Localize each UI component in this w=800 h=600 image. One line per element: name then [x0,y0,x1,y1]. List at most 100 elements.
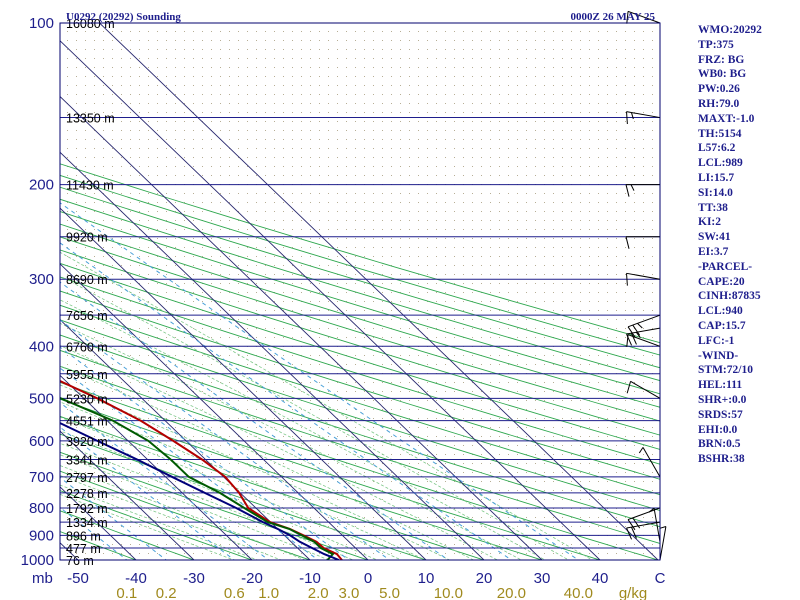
height-label: 4551 m [66,415,108,429]
index-item: SRDS:57 [698,408,743,421]
dry-adiabat [60,415,486,560]
isotherm [99,23,659,560]
index-item: PW:0.26 [698,83,740,96]
height-label: 8690 m [66,273,108,287]
dry-adiabat [60,262,660,450]
dry-adiabat [60,451,370,560]
index-item: SI:14.0 [698,186,733,199]
index-item: CAP:15.7 [698,319,746,332]
wind-barb-flag [626,273,628,286]
height-label: 11430 m [66,179,114,193]
mixing-ratio-tick-label: 10.0 [434,585,463,600]
index-item: TP:375 [698,38,734,51]
moist-adiabat [60,365,475,560]
sounding-station-title: U0292 (20292) Sounding [66,11,181,23]
mixing-ratio-line [60,367,320,560]
wind-barb-shaft [659,526,667,561]
isotherm [60,40,601,560]
wind-barb-flag [632,517,641,529]
pressure-tick-label: 300 [29,271,54,288]
pressure-tick-label: 700 [29,469,54,486]
dry-adiabat [60,349,660,544]
index-item: -WIND- [698,349,739,362]
wind-barb-flag [626,333,633,346]
index-item: FRZ: BG [698,53,745,66]
moist-adiabat [60,416,403,560]
wind-barb [626,111,661,125]
pressure-tick-label: 200 [29,177,54,194]
wind-barb-half-flag [630,184,635,191]
isotherm [60,263,369,560]
mixing-ratio-line [60,242,513,560]
wind-barb-flag [626,527,633,540]
index-item: CAPE:20 [698,275,745,288]
wind-barb-half-flag [648,507,655,513]
moist-adiabat [60,454,331,560]
index-item: LCL:940 [698,305,743,318]
stability-indices-panel: WMO:20292 TP:375 FRZ: BG WB0: BG PW:0.26 RH:7… [698,23,798,467]
index-item: SW:41 [698,231,731,244]
mixing-ratio-line [60,281,450,560]
wind-barb [638,447,661,478]
dry-adiabat [60,433,428,560]
temperature-tick-label: 40 [592,570,609,587]
mixing-ratio-line [60,319,391,560]
wind-barb-half-flag [630,112,634,120]
mixing-ratio-line [60,346,350,560]
wind-barb [625,236,660,249]
wind-barbs [625,10,667,561]
moist-adiabat [60,299,546,560]
moist-adiabat [60,275,570,560]
height-label: 1792 m [66,502,108,516]
dry-adiabat [60,531,138,560]
pressure-tick-label: 800 [29,500,54,517]
dry-adiabat [60,365,660,560]
height-label: 6760 m [66,340,108,354]
dry-adiabat [60,510,196,560]
dry-adiabat [60,490,254,560]
wind-barb-flag [626,334,629,348]
mixing-ratio-line [60,202,580,560]
mixing-ratio-tick-label: 0.6 [224,585,245,600]
mixing-ratio-tick-label: 3.0 [339,585,360,600]
isotherm [60,430,195,560]
plot-frame [59,22,661,561]
wind-barb-shaft [627,10,661,24]
pressure-tick-label: 100 [29,15,54,32]
index-item: LFC:-1 [698,334,735,347]
wind-barb [626,380,661,399]
index-item: LI:15.7 [698,171,735,184]
temperature-unit-label: C [655,570,666,587]
mixing-ratio-tick-label: 0.2 [156,585,177,600]
wind-barb [627,314,661,338]
temperature-tick-label: 30 [534,570,551,587]
wind-barb-flag [625,184,630,197]
temperature-tick-label: 10 [418,570,435,587]
wind-barb-flag [626,381,632,394]
dry-adiabat [60,276,660,465]
index-item: BSHR:38 [698,453,745,466]
wind-barb-half-flag [635,331,641,338]
index-item: TH:5154 [698,127,742,140]
wind-barb-flag [630,526,637,539]
temperature-tick-label: 20 [476,570,493,587]
wind-barb-flag [626,111,628,125]
height-label: 7656 m [66,309,108,323]
isotherm [60,207,427,560]
pressure-tick-label: 600 [29,433,54,450]
dry-adiabat [60,290,660,480]
wind-barb-half-flag [659,526,667,529]
index-item: LCL:989 [698,157,743,170]
temperature-tick-label: 0 [364,570,372,587]
temperature-tick-label: -50 [67,570,89,587]
height-label: 896 m [66,529,101,543]
moist-adiabat [60,384,451,560]
index-item: WB0: BG [698,68,747,81]
wind-barb-shaft [630,380,661,399]
dry-adiabat [60,334,660,528]
dry-adiabat [60,381,602,560]
index-item: MAXT:-1.0 [698,112,755,125]
mixing-ratio-tick-label: 2.0 [308,585,329,600]
